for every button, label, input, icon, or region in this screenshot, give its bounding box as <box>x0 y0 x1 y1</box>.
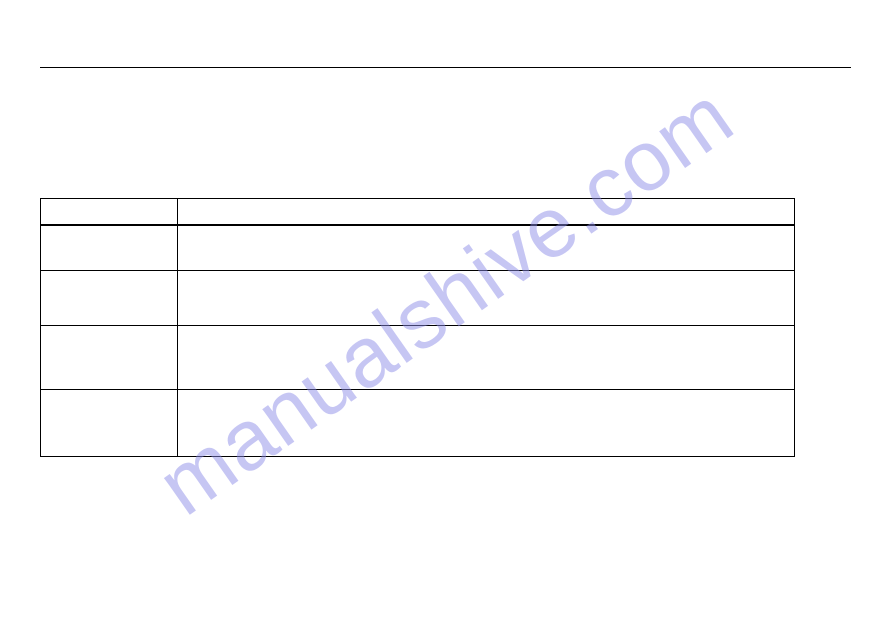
table-cell <box>41 390 178 457</box>
table-cell <box>41 225 178 271</box>
table-cell <box>177 390 794 457</box>
table-cell <box>41 326 178 390</box>
table-row <box>41 271 795 326</box>
table-cell <box>41 199 178 225</box>
table-cell <box>41 271 178 326</box>
table-cell <box>177 326 794 390</box>
horizontal-divider <box>40 67 851 68</box>
table-header-row <box>41 199 795 225</box>
table-cell <box>177 271 794 326</box>
table-row <box>41 225 795 271</box>
table-row <box>41 326 795 390</box>
table-cell <box>177 225 794 271</box>
table-row <box>41 390 795 457</box>
table-cell <box>177 199 794 225</box>
data-table <box>40 198 795 457</box>
